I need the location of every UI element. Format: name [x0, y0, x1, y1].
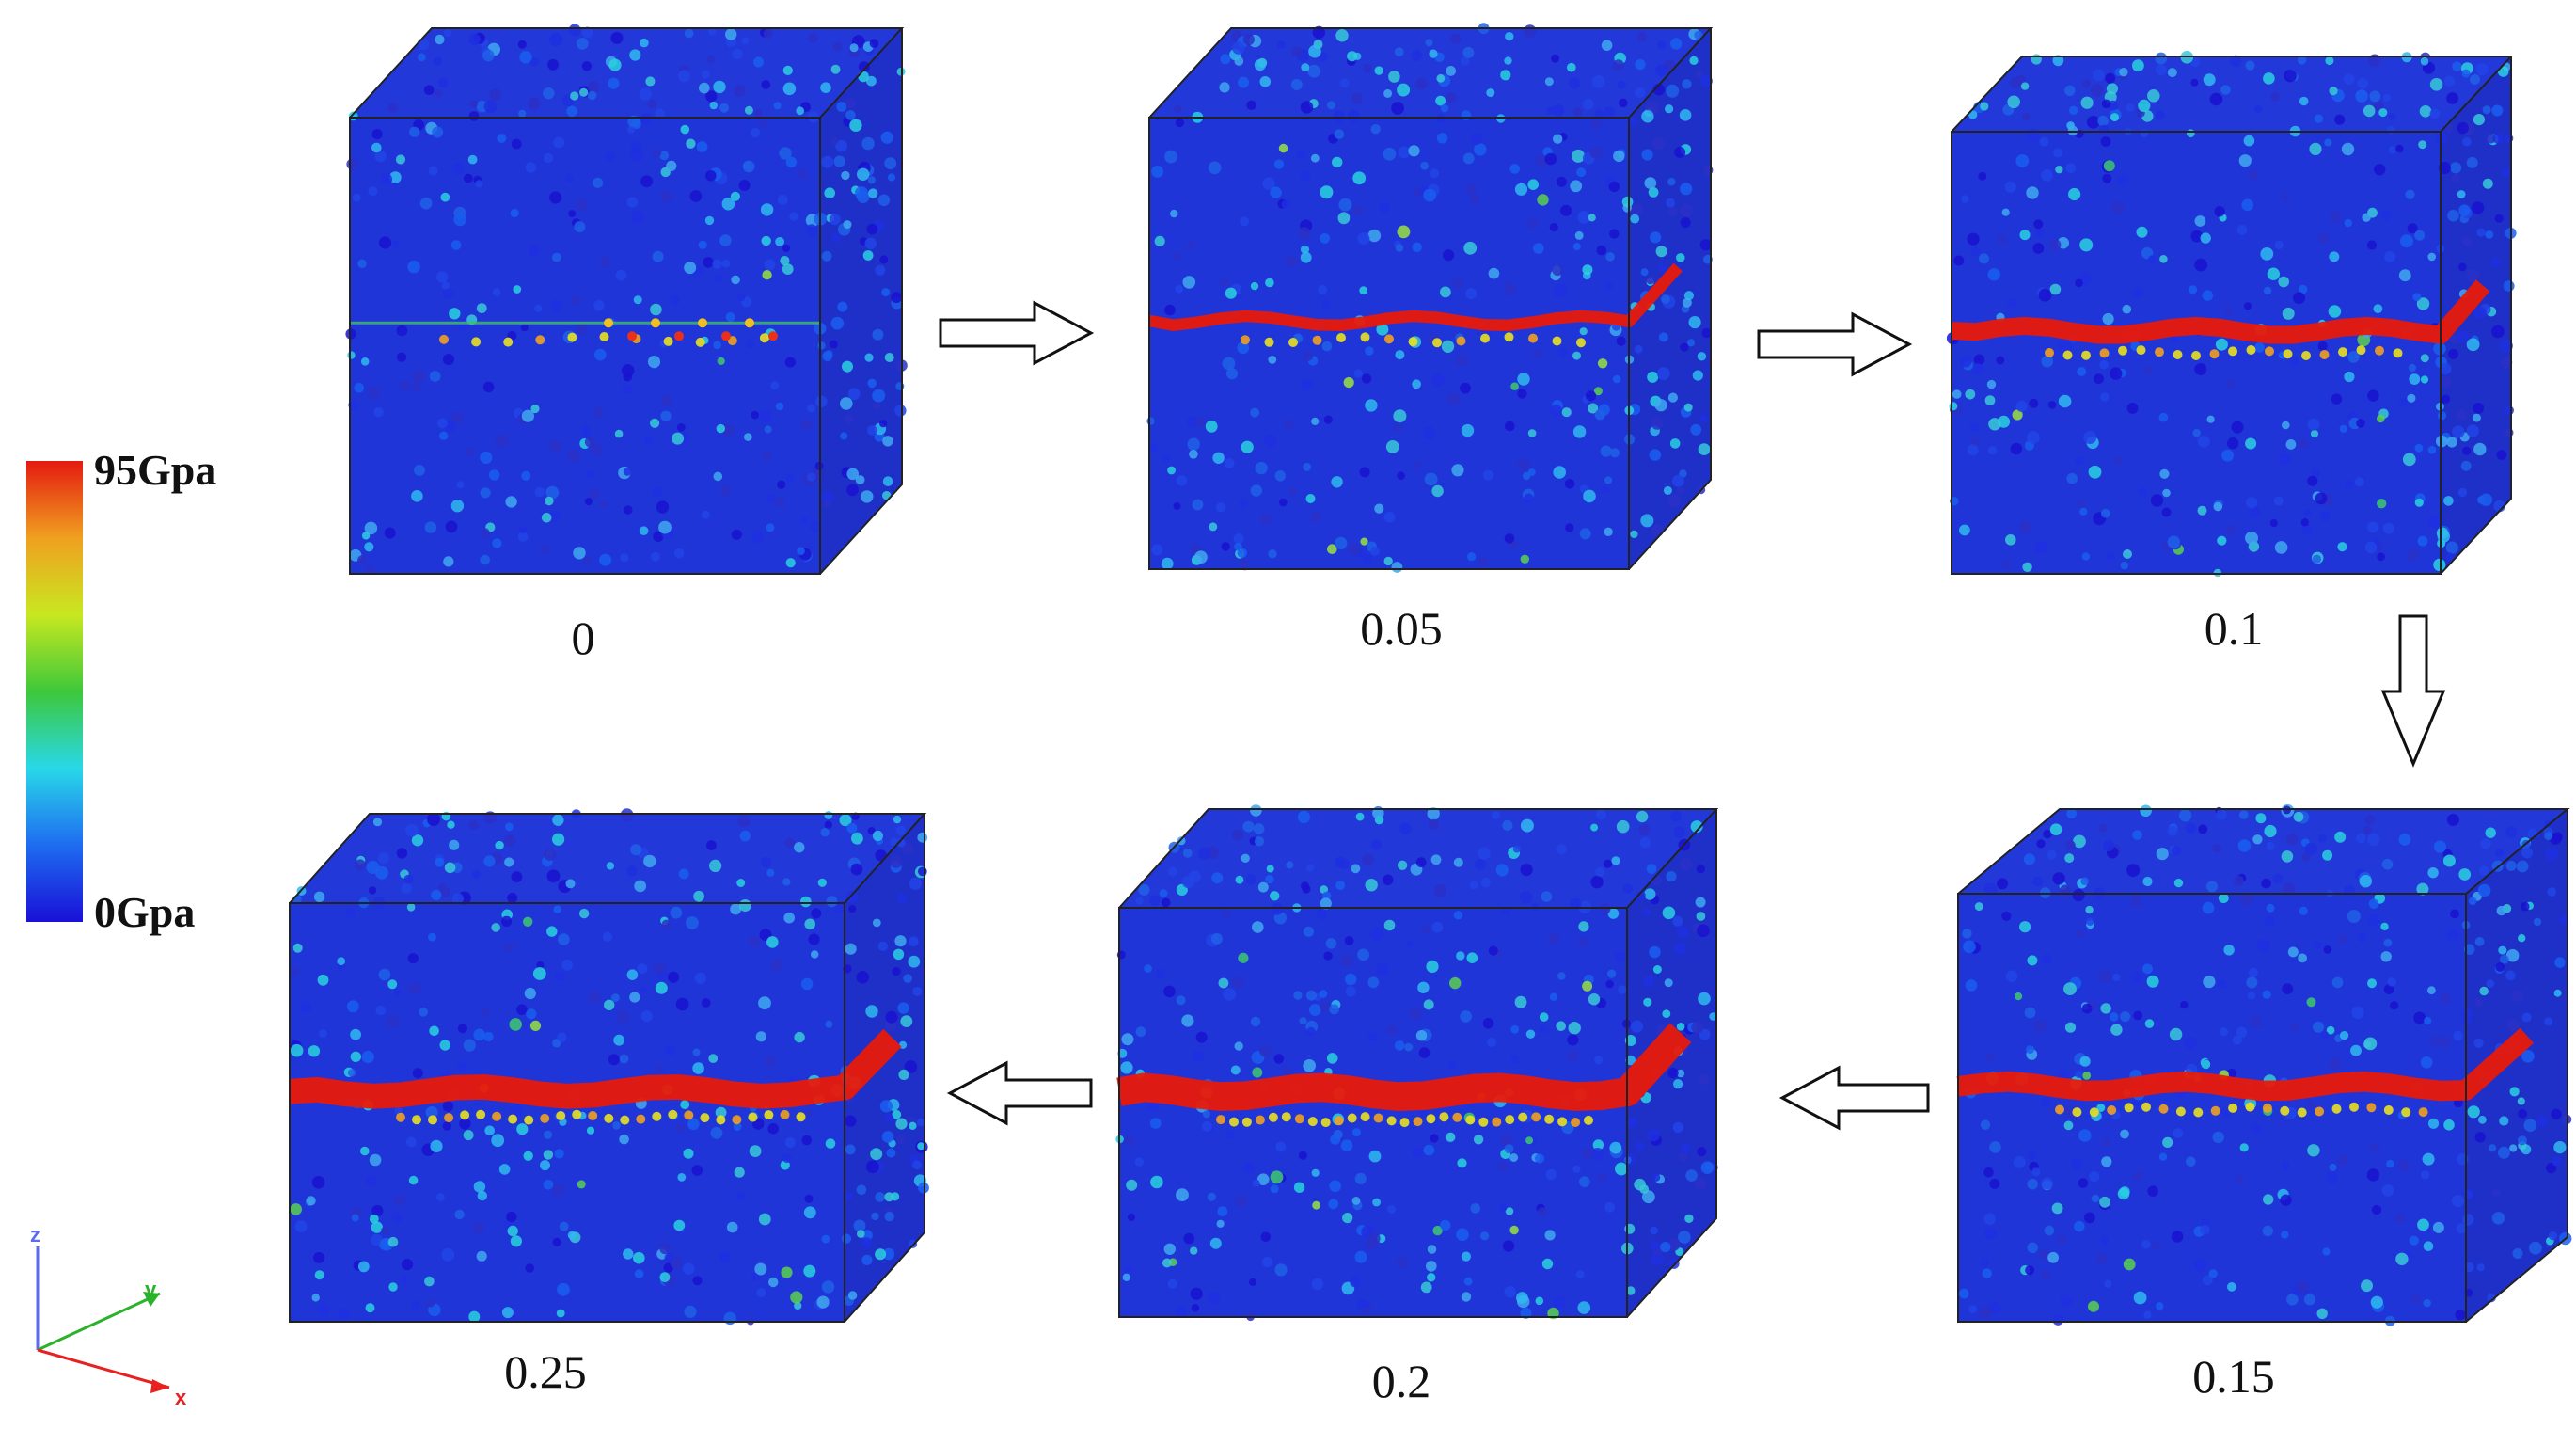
cube-side-face — [820, 28, 902, 574]
simulation-panel — [1146, 23, 1714, 573]
simulation-panel — [1946, 51, 2517, 578]
colorbar: 95Gpa 0Gpa — [26, 446, 216, 936]
colorbar-gradient-bar — [26, 461, 83, 922]
cube-top-face — [1958, 809, 2568, 894]
simulation-panel — [1956, 803, 2572, 1326]
x-axis-label: x — [175, 1386, 187, 1409]
simulation-panel — [345, 24, 908, 575]
simulation-panel — [289, 808, 929, 1326]
cube-edge — [289, 813, 927, 904]
y-axis-arrowhead — [143, 1292, 160, 1307]
panel-label: 0 — [572, 611, 595, 664]
cube-edge — [1957, 808, 2570, 895]
stress-band — [1951, 279, 2490, 360]
z-axis-label: z — [30, 1223, 40, 1246]
cube-edge — [819, 28, 903, 575]
atom-texture — [1959, 803, 2572, 1326]
arrow-right-icon — [1757, 311, 1913, 377]
cube-top-face — [1149, 28, 1711, 118]
stress-band — [350, 318, 820, 347]
cube-edge — [1628, 28, 1712, 570]
cube-front-edge — [349, 117, 821, 575]
cube-edge — [349, 27, 905, 119]
stress-band — [1147, 262, 1683, 348]
stress-band — [1116, 1023, 1692, 1128]
cube-front-edge — [1118, 907, 1628, 1318]
cube-edge — [844, 814, 925, 1323]
arrow-right-icon — [939, 300, 1095, 366]
colorbar-max-label: 95Gpa — [94, 446, 216, 494]
cube-top-face — [350, 28, 902, 118]
arrow-left-icon — [946, 1060, 1093, 1126]
cube-edge — [2465, 809, 2568, 1323]
cube-edge — [1148, 27, 1714, 119]
atom-texture — [345, 24, 908, 575]
arrow-left-icon — [1778, 1065, 1930, 1131]
cube-top-face — [290, 814, 925, 903]
cube-side-face — [2466, 809, 2568, 1322]
x-axis-line — [37, 1348, 170, 1389]
colorbar-min-label: 0Gpa — [94, 888, 195, 936]
panel-label: 0.1 — [2205, 602, 2264, 655]
panel-label: 0.2 — [1372, 1355, 1431, 1407]
atom-texture — [290, 808, 929, 1326]
cube-front-edge — [1957, 893, 2467, 1323]
y-axis-label: y — [145, 1278, 157, 1301]
panel-label: 0.15 — [2192, 1350, 2275, 1403]
stress-band — [289, 1028, 902, 1125]
axes-triad: z y x — [30, 1223, 187, 1409]
y-axis-line — [37, 1292, 161, 1352]
cube-front-edge — [1951, 131, 2442, 575]
cube-edge — [1626, 809, 1717, 1318]
cube-edge — [1951, 56, 2514, 133]
cube-front-edge — [1148, 117, 1630, 570]
cube-front-edge — [289, 902, 845, 1323]
arrow-down-icon — [2380, 614, 2446, 768]
panel-label: 0.25 — [504, 1345, 587, 1398]
panel-label: 0.05 — [1360, 602, 1443, 655]
x-axis-arrowhead — [150, 1379, 169, 1393]
cube-front-face — [1119, 908, 1627, 1317]
simulation-panel — [1115, 804, 1719, 1322]
stress-band — [1956, 1027, 2535, 1118]
cube-front-face — [350, 118, 820, 574]
atom-texture — [1146, 23, 1714, 573]
flow-arrows — [939, 300, 2446, 1131]
cube-edge — [2440, 56, 2512, 575]
cube-edge — [1118, 808, 1719, 909]
